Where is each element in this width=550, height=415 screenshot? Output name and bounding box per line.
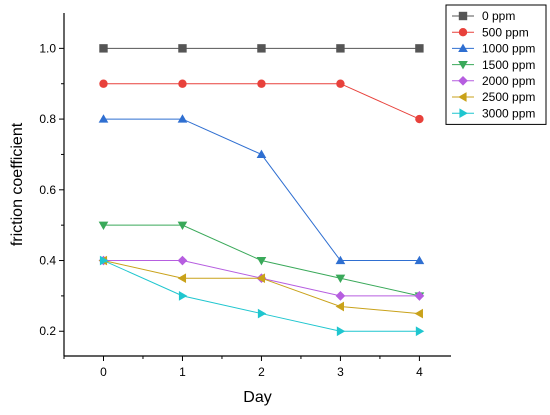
series-0-ppm <box>99 44 424 53</box>
legend-item: 3000 ppm <box>452 106 535 120</box>
legend-label: 1000 ppm <box>482 42 535 56</box>
data-point <box>414 308 423 319</box>
data-point <box>415 114 424 124</box>
legend-label: 3000 ppm <box>482 106 535 120</box>
plot-area <box>98 44 425 337</box>
legend-marker <box>458 43 468 52</box>
legend-marker <box>458 75 468 86</box>
data-point <box>256 256 267 266</box>
legend-marker <box>458 92 467 102</box>
data-point <box>98 221 109 230</box>
data-point <box>257 79 266 88</box>
legend-item: 1500 ppm <box>452 58 535 72</box>
legend-label: 500 ppm <box>482 25 529 39</box>
data-point <box>415 326 425 337</box>
legend-item: 2500 ppm <box>452 90 535 104</box>
data-point <box>256 149 267 159</box>
series-line <box>103 83 420 120</box>
x-tick-label: 0 <box>100 365 107 379</box>
data-point <box>414 291 425 301</box>
y-tick-label: 0.8 <box>39 112 56 126</box>
data-point <box>414 255 425 265</box>
series-1500-ppm <box>98 221 425 301</box>
series-3000-ppm <box>99 255 425 337</box>
legend-marker <box>458 28 468 37</box>
x-axis-title: Day <box>243 389 271 406</box>
data-point <box>257 44 266 53</box>
x-tick-label: 3 <box>337 365 344 379</box>
data-point <box>257 308 267 319</box>
legend-marker <box>459 108 468 119</box>
y-tick-label: 0.2 <box>39 324 56 338</box>
legend-item: 0 ppm <box>452 9 515 23</box>
data-point <box>336 79 345 88</box>
data-point <box>177 273 187 284</box>
series-line <box>103 260 420 315</box>
data-point <box>336 326 346 337</box>
series-1000-ppm <box>98 114 425 265</box>
data-point <box>336 44 345 53</box>
series-line <box>103 118 420 262</box>
legend-label: 2000 ppm <box>482 74 535 88</box>
data-point <box>335 301 344 312</box>
data-point <box>335 255 346 265</box>
data-point <box>99 44 108 53</box>
legend-label: 1500 ppm <box>482 58 535 72</box>
axes: 0.2 0.4 0.6 0.8 1.0 0 1 2 3 4 <box>39 13 451 379</box>
data-point <box>335 291 346 301</box>
series-2500-ppm <box>98 255 423 319</box>
data-point <box>177 221 188 230</box>
x-tick-label: 4 <box>416 365 423 379</box>
series-500-ppm <box>99 79 424 124</box>
data-point <box>178 44 187 53</box>
legend-item: 1000 ppm <box>452 42 535 56</box>
y-tick-label: 0.4 <box>39 254 56 268</box>
data-point <box>178 79 187 88</box>
data-point <box>256 273 266 284</box>
legend-item: 2000 ppm <box>452 74 535 88</box>
legend: 0 ppm 500 ppm 1000 ppm 1500 ppm 2000 ppm 2500… <box>445 4 547 125</box>
y-tick-label: 1.0 <box>39 41 56 55</box>
data-point <box>99 255 109 266</box>
legend-label: 2500 ppm <box>482 90 535 104</box>
data-point <box>415 44 424 53</box>
x-tick-label: 1 <box>179 365 186 379</box>
legend-item: 500 ppm <box>452 25 529 39</box>
data-point <box>99 79 108 88</box>
y-axis-title: friction coefficient <box>9 122 26 246</box>
data-point <box>178 291 188 301</box>
data-point <box>98 114 109 123</box>
legend-label: 0 ppm <box>482 9 515 23</box>
legend-marker <box>458 61 468 70</box>
y-tick-label: 0.6 <box>39 183 56 197</box>
legend-marker <box>458 11 468 21</box>
x-tick-label: 2 <box>258 365 265 379</box>
data-point <box>335 274 346 284</box>
data-point <box>177 114 188 123</box>
data-point <box>177 255 188 266</box>
